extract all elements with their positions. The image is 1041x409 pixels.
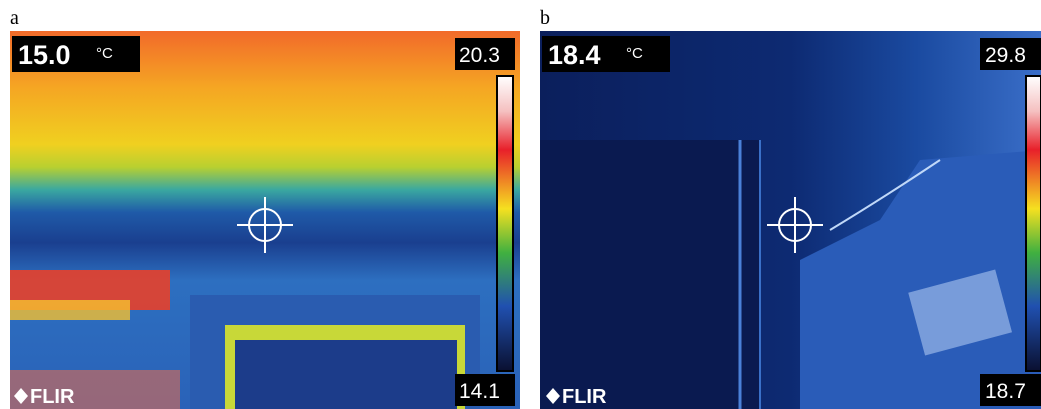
unit: °C <box>96 45 113 62</box>
scale-max: 20.3 <box>459 44 500 67</box>
scale-min: 14.1 <box>459 380 500 403</box>
scale-min: 18.7 <box>985 380 1026 403</box>
color-bar <box>497 76 513 371</box>
figure: a 15.0 °C 20.3 14.1 FLIR b 18.4 °C 29.8 … <box>0 0 1041 409</box>
brand: FLIR <box>30 386 75 408</box>
spot-temperature: 15.0 <box>18 40 71 70</box>
page: a 15.0 °C 20.3 14.1 FLIR b 18.4 °C 29.8 … <box>0 0 1041 409</box>
color-bar <box>1026 76 1041 371</box>
brand: FLIR <box>562 386 607 408</box>
scale-max: 29.8 <box>985 44 1026 67</box>
panel-label: a <box>10 7 19 29</box>
panel-label: b <box>540 7 550 29</box>
unit: °C <box>626 45 643 62</box>
thermal-image <box>540 31 1041 409</box>
spot-temperature: 18.4 <box>548 40 601 70</box>
